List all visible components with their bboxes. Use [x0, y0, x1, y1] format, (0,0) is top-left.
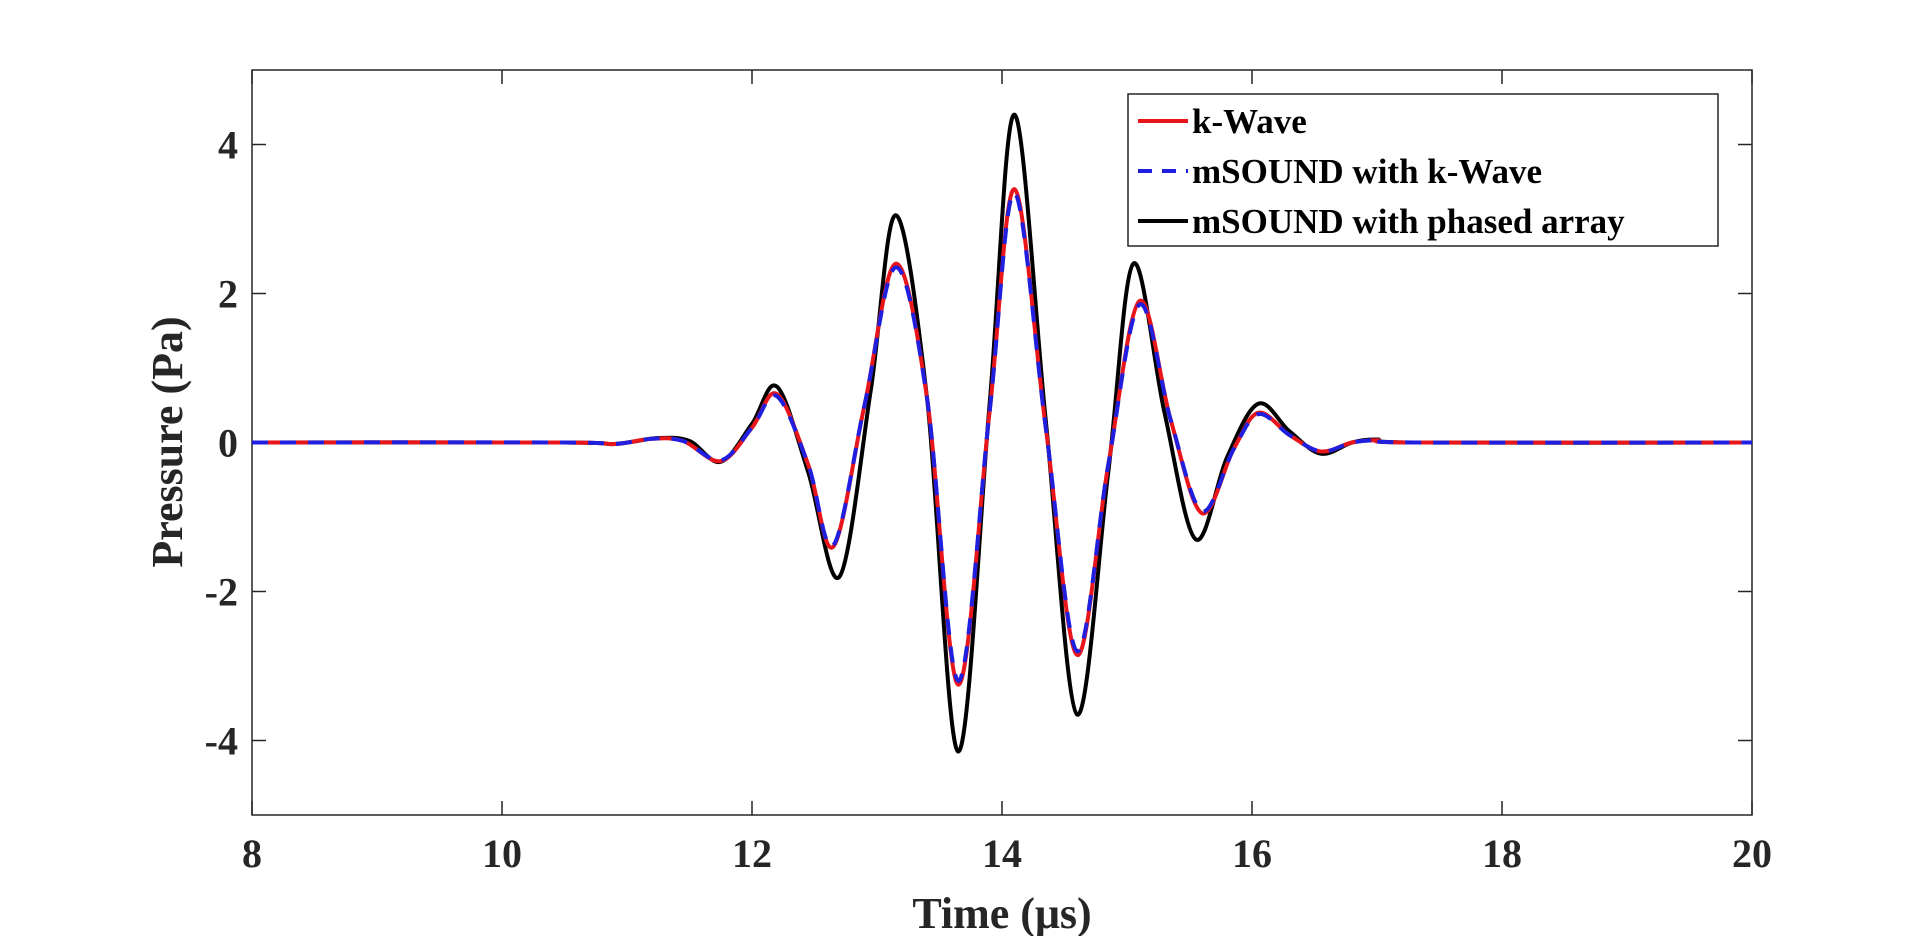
x-tick-label: 20	[1732, 831, 1772, 876]
y-tick-label: 0	[218, 421, 238, 466]
y-tick-label: 2	[218, 272, 238, 317]
series-line-msound-kwave	[251, 190, 1753, 683]
legend-label-msound-kwave: mSOUND with k-Wave	[1192, 152, 1542, 191]
x-tick-label: 10	[482, 831, 522, 876]
y-tick-label: -2	[205, 570, 238, 615]
x-tick-label: 12	[732, 831, 772, 876]
x-tick-label: 8	[242, 831, 262, 876]
legend-label-k-wave: k-Wave	[1192, 102, 1307, 141]
y-tick-label: -4	[205, 719, 238, 764]
legend-label-msound-phased-array: mSOUND with phased array	[1192, 202, 1625, 241]
x-tick-label: 16	[1232, 831, 1272, 876]
y-tick-labels: -4 -2 0 2 4	[205, 123, 238, 764]
y-tick-label: 4	[218, 123, 238, 168]
legend-box	[1127, 93, 1719, 247]
series-lines	[251, 112, 1753, 754]
x-tick-label: 18	[1482, 831, 1522, 876]
x-tick-label: 14	[982, 831, 1022, 876]
y-axis-title: Pressure (Pa)	[143, 316, 192, 567]
x-axis-title: Time (μs)	[912, 889, 1091, 936]
x-tick-labels: 8 10 12 14 16 18 20	[242, 831, 1772, 876]
legend: k-Wave mSOUND with k-Wave mSOUND with ph…	[1127, 93, 1719, 247]
